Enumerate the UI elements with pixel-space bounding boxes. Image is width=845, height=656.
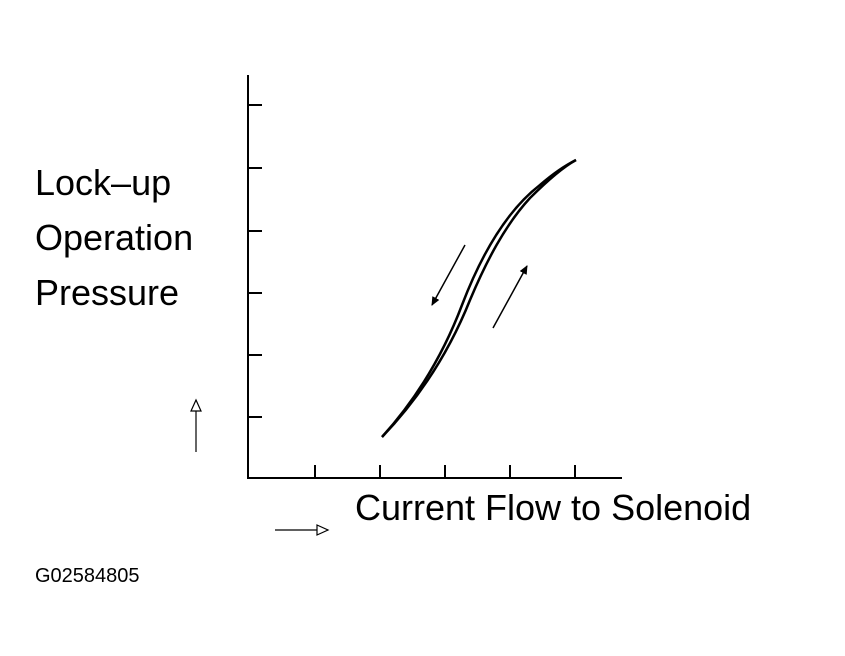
y-ticks	[248, 104, 262, 418]
curve-increasing	[381, 158, 577, 438]
decrease-arrow	[431, 244, 466, 306]
y-label: Lock–up	[35, 162, 171, 203]
axis-lines	[247, 75, 622, 479]
increase-arrow	[492, 265, 528, 329]
axes	[247, 75, 622, 479]
curve-decreasing	[381, 158, 577, 438]
figure-id: G02584805	[35, 565, 140, 587]
x-label: Current Flow to Solenoid	[355, 487, 751, 528]
x-ticks	[314, 465, 576, 478]
y-label: Pressure	[35, 272, 179, 313]
hysteresis-curves	[381, 158, 577, 438]
y-label: Operation	[35, 217, 193, 258]
